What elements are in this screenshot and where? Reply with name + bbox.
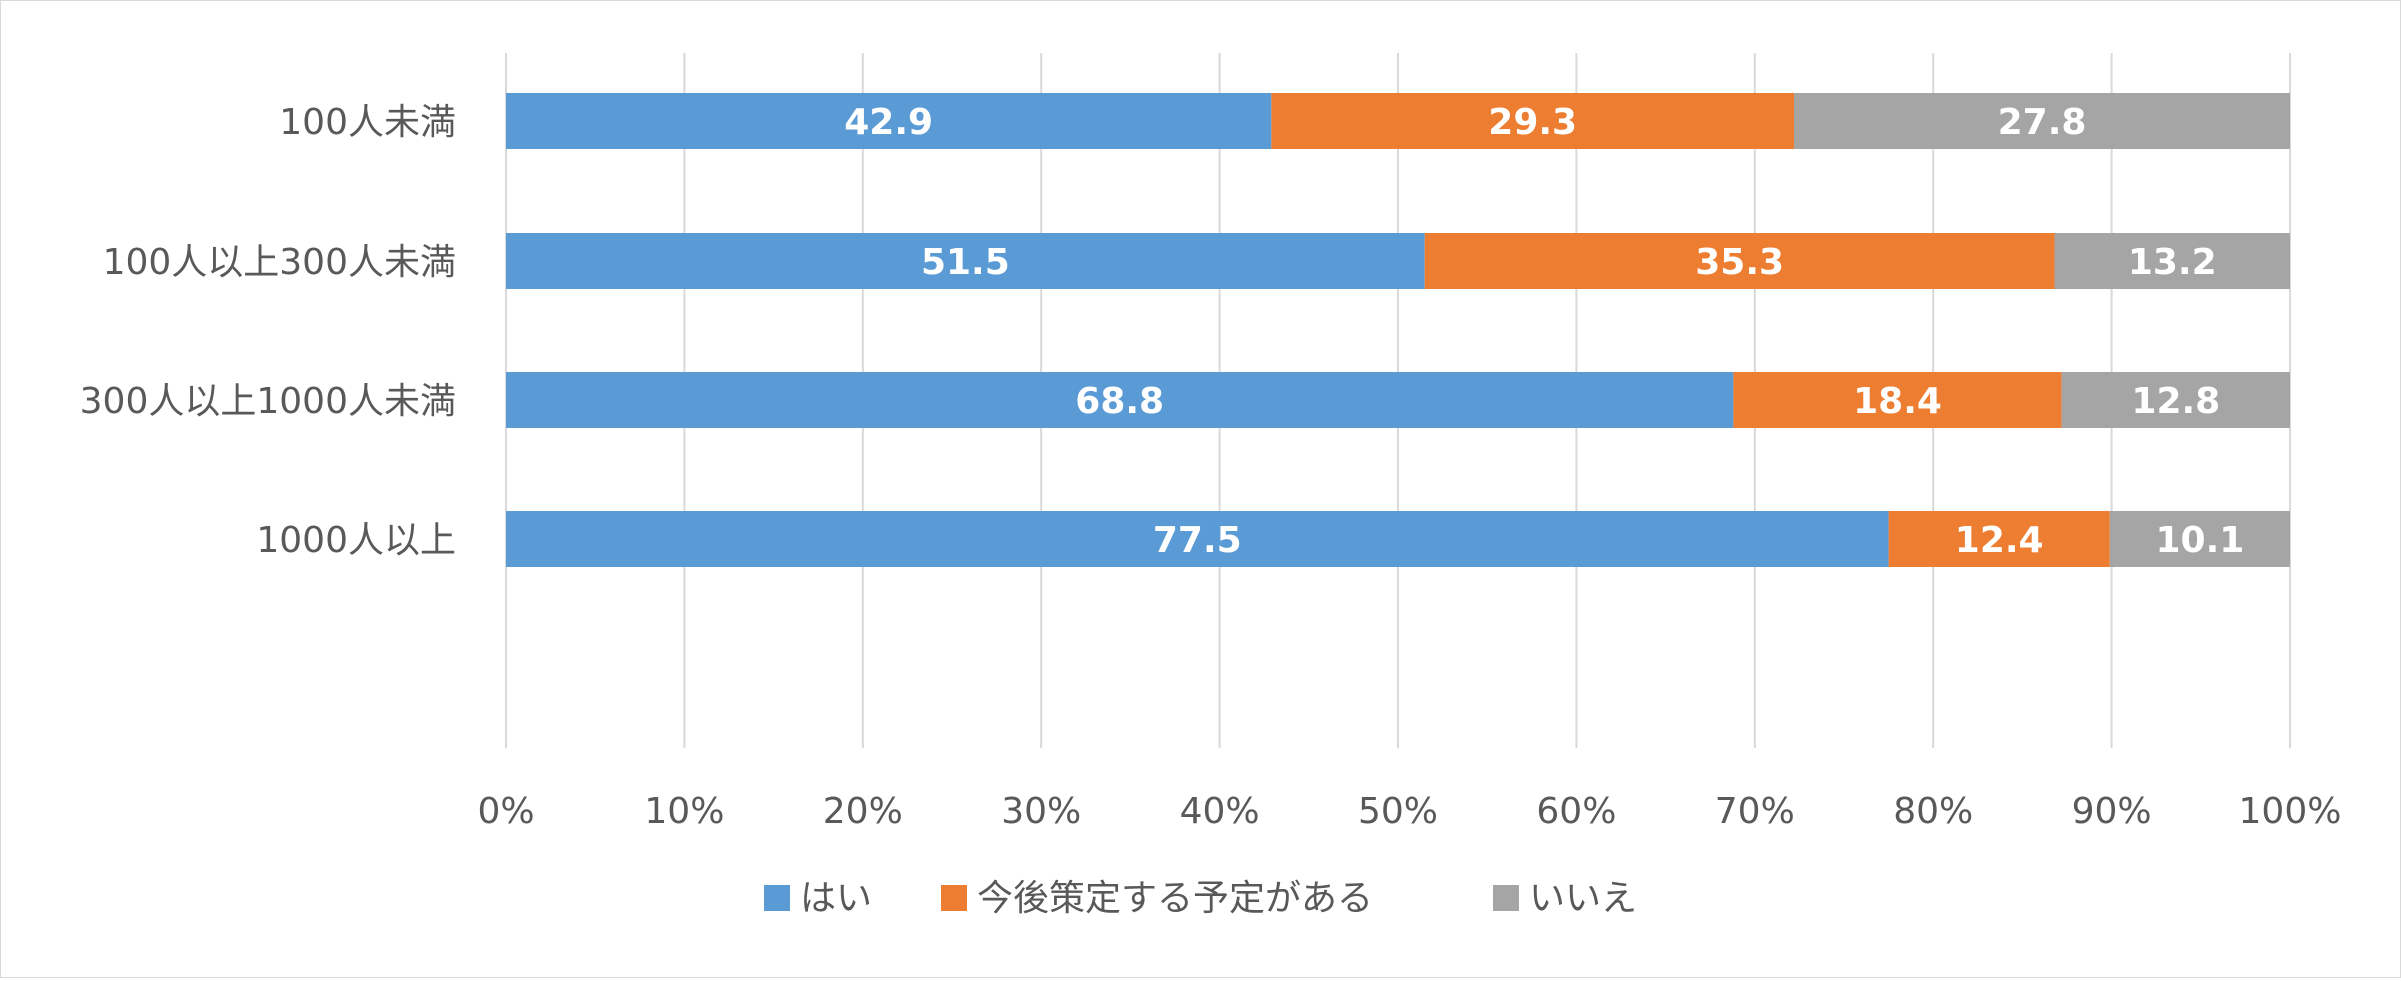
bar-segment bbox=[1424, 233, 2055, 289]
category-label: 300人以上1000人未満 bbox=[80, 381, 456, 422]
x-tick-label: 20% bbox=[823, 791, 903, 832]
x-tick-label: 80% bbox=[1893, 791, 1973, 832]
x-tick-label: 50% bbox=[1358, 791, 1438, 832]
x-axis-tick-labels: 0% 10% 20% 30% 40% 50% 60% 70% 80% 90% 100% bbox=[477, 791, 2341, 832]
bar-segment bbox=[506, 372, 1734, 428]
x-tick-label: 30% bbox=[1001, 791, 1081, 832]
bar-segment bbox=[506, 93, 1272, 149]
bar-segment bbox=[2054, 233, 2290, 289]
bar-value-label: 12.8 bbox=[2131, 381, 2220, 422]
bar-segment bbox=[1733, 372, 2062, 428]
legend-label: 今後策定する予定がある bbox=[977, 878, 1373, 919]
bar-value-label: 42.9 bbox=[844, 102, 933, 143]
x-tick-label: 10% bbox=[644, 791, 724, 832]
bar-value-label: 35.3 bbox=[1695, 242, 1784, 283]
category-label: 100人未満 bbox=[279, 102, 456, 143]
x-tick-label: 70% bbox=[1715, 791, 1795, 832]
bar-segment bbox=[1794, 93, 2290, 149]
legend-swatch bbox=[941, 885, 967, 911]
bar-value-label: 12.4 bbox=[1955, 520, 2044, 561]
x-tick-label: 100% bbox=[2239, 791, 2342, 832]
bar-segment bbox=[506, 511, 1889, 567]
bar-value-label: 51.5 bbox=[921, 242, 1010, 283]
bar-value-label: 18.4 bbox=[1853, 381, 1942, 422]
legend-label: はい bbox=[800, 878, 872, 919]
bar-segment bbox=[1888, 511, 2110, 567]
bar-value-label: 68.8 bbox=[1075, 381, 1164, 422]
bar-segment bbox=[1271, 93, 1795, 149]
category-label: 100人以上300人未満 bbox=[103, 242, 456, 283]
bar-segment bbox=[2061, 372, 2290, 428]
legend-swatch bbox=[764, 885, 790, 911]
bar-value-label: 27.8 bbox=[1998, 102, 2087, 143]
legend-label: いいえ bbox=[1529, 878, 1637, 919]
bar-value-label: 10.1 bbox=[2155, 520, 2244, 561]
legend-swatch bbox=[1493, 885, 1519, 911]
category-labels: 100人未満 100人以上300人未満 300人以上1000人未満 1000人以上 bbox=[80, 102, 456, 561]
legend: はい 今後策定する予定がある いいえ bbox=[764, 878, 1637, 919]
bars: 42.9 29.3 27.8 51.5 35.3 13.2 68.8 18.4 12.8 77.5… bbox=[506, 93, 2290, 567]
bar-value-label: 77.5 bbox=[1153, 520, 1242, 561]
bar-segment bbox=[2109, 511, 2290, 567]
x-tick-label: 60% bbox=[1536, 791, 1616, 832]
x-tick-label: 40% bbox=[1180, 791, 1260, 832]
bar-value-label: 29.3 bbox=[1488, 102, 1577, 143]
bar-segment bbox=[506, 233, 1425, 289]
bar-value-label: 13.2 bbox=[2128, 242, 2217, 283]
x-tick-label: 90% bbox=[2072, 791, 2152, 832]
category-label: 1000人以上 bbox=[256, 520, 456, 561]
x-tick-label: 0% bbox=[477, 791, 534, 832]
